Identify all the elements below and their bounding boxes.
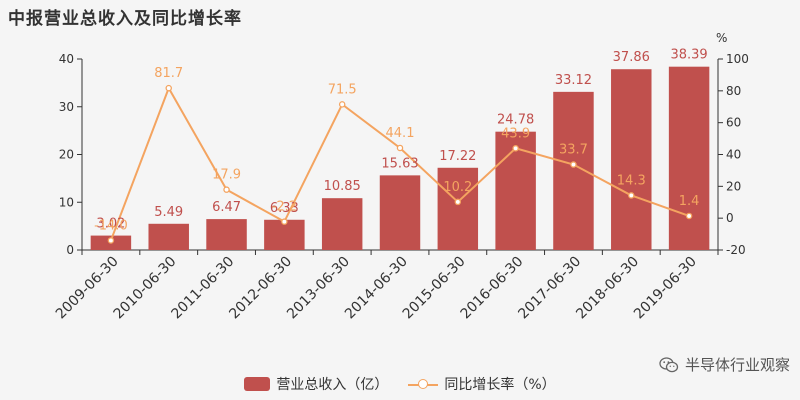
growth-value-label: 14.3	[617, 173, 646, 188]
bar-value-label: 17.22	[439, 149, 476, 164]
bar-value-label: 10.85	[324, 179, 361, 194]
left-tick-label: 30	[59, 100, 74, 114]
legend-item-revenue[interactable]: 营业总收入（亿）	[244, 374, 388, 394]
x-tick-label: 2019-06-30	[631, 254, 700, 323]
growth-value-label: 1.4	[679, 194, 700, 209]
growth-point	[281, 218, 288, 225]
legend-bar-swatch	[244, 377, 271, 391]
growth-point	[165, 84, 172, 92]
line-series	[107, 84, 693, 244]
growth-value-label: -2.2	[272, 200, 297, 215]
growth-point	[454, 198, 462, 206]
growth-value-label: 71.5	[328, 82, 357, 97]
growth-point	[107, 237, 115, 244]
chart-title: 中报营业总收入及同比增长率	[8, 9, 242, 29]
growth-point	[512, 145, 519, 152]
right-tick-label: 40	[726, 148, 741, 162]
bar-series	[90, 66, 710, 251]
right-tick-label: 0	[726, 211, 734, 225]
growth-value-label: 43.9	[501, 126, 530, 141]
growth-point	[570, 161, 577, 168]
left-tick-label: 40	[59, 52, 74, 66]
right-tick-label: 80	[726, 84, 741, 98]
right-tick-label: 20	[726, 179, 741, 193]
bar-value-label: 6.33	[270, 201, 299, 216]
bar	[553, 91, 594, 251]
legend-revenue-label: 营业总收入（亿）	[276, 377, 389, 393]
growth-value-label: 81.7	[154, 66, 183, 81]
right-tick-label: 60	[726, 116, 741, 130]
right-tick-label: -20	[726, 243, 746, 257]
growth-point	[338, 101, 346, 108]
growth-value-label: 33.7	[559, 143, 588, 158]
right-tick-label: 100	[726, 52, 749, 66]
bar-value-label: 38.39	[670, 48, 707, 63]
growth-point	[628, 192, 635, 199]
growth-value-label: -14.0	[94, 218, 128, 233]
bar-value-label: 6.47	[212, 200, 241, 215]
left-tick-label: 20	[59, 148, 74, 162]
watermark-text: 半导体行业观察	[684, 356, 790, 374]
growth-point	[396, 144, 404, 152]
bar-value-label: 3.02	[96, 217, 125, 232]
growth-value-label: 10.2	[443, 180, 472, 195]
bar	[321, 198, 363, 250]
growth-value-label: 17.9	[212, 168, 241, 183]
watermark: 半导体行业观察	[659, 354, 790, 375]
bar	[668, 66, 710, 251]
bar	[437, 167, 479, 250]
bar-value-label: 33.12	[555, 73, 592, 88]
legend-line-swatch	[408, 377, 439, 391]
bar	[148, 223, 189, 250]
bar-value-label: 24.78	[497, 113, 534, 128]
bar	[206, 219, 247, 250]
data-labels: 3.02 5.49 6.47 6.33 10.85 15.63 17.22 24.78 33.1…	[94, 48, 708, 234]
wechat-icon	[659, 356, 679, 372]
bar-value-label: 37.86	[613, 50, 650, 65]
legend: 营业总收入（亿） 同比增长率（%）	[0, 374, 800, 394]
left-tick-label: 0	[66, 243, 74, 257]
legend-item-growth[interactable]: 同比增长率（%）	[408, 374, 556, 394]
bar	[611, 69, 652, 250]
left-tick-label: 10	[59, 195, 74, 209]
growth-value-label: 44.1	[386, 126, 415, 141]
legend-growth-label: 同比增长率（%）	[444, 377, 556, 393]
growth-point	[223, 186, 230, 193]
bar-value-label: 5.49	[154, 205, 183, 220]
right-axis-unit: %	[716, 31, 727, 45]
bar-value-label: 15.63	[381, 156, 418, 171]
bar	[379, 175, 421, 250]
growth-point	[685, 212, 693, 220]
